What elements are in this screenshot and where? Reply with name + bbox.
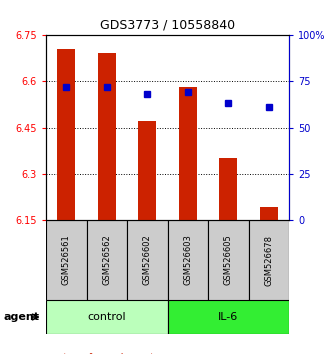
Text: GSM526605: GSM526605 bbox=[224, 235, 233, 285]
Bar bbox=[167, 300, 289, 334]
Text: GSM526562: GSM526562 bbox=[102, 235, 111, 285]
Bar bbox=[98, 53, 116, 220]
Bar bbox=[179, 87, 197, 220]
Text: GSM526678: GSM526678 bbox=[264, 234, 273, 285]
Bar bbox=[46, 300, 167, 334]
Text: agent: agent bbox=[3, 312, 39, 322]
Bar bbox=[219, 158, 237, 220]
Bar bbox=[138, 121, 156, 220]
Bar bbox=[86, 220, 127, 300]
Text: GSM526603: GSM526603 bbox=[183, 235, 192, 285]
Text: GSM526561: GSM526561 bbox=[62, 235, 71, 285]
Text: control: control bbox=[87, 312, 126, 322]
Bar bbox=[57, 50, 75, 220]
Text: ■ transformed count: ■ transformed count bbox=[51, 353, 154, 354]
Text: GSM526602: GSM526602 bbox=[143, 235, 152, 285]
Bar bbox=[249, 220, 289, 300]
Bar bbox=[127, 220, 167, 300]
Bar bbox=[260, 207, 278, 220]
Title: GDS3773 / 10558840: GDS3773 / 10558840 bbox=[100, 18, 235, 31]
Bar bbox=[167, 220, 208, 300]
Bar bbox=[46, 220, 86, 300]
Text: IL-6: IL-6 bbox=[218, 312, 238, 322]
Bar bbox=[208, 220, 249, 300]
